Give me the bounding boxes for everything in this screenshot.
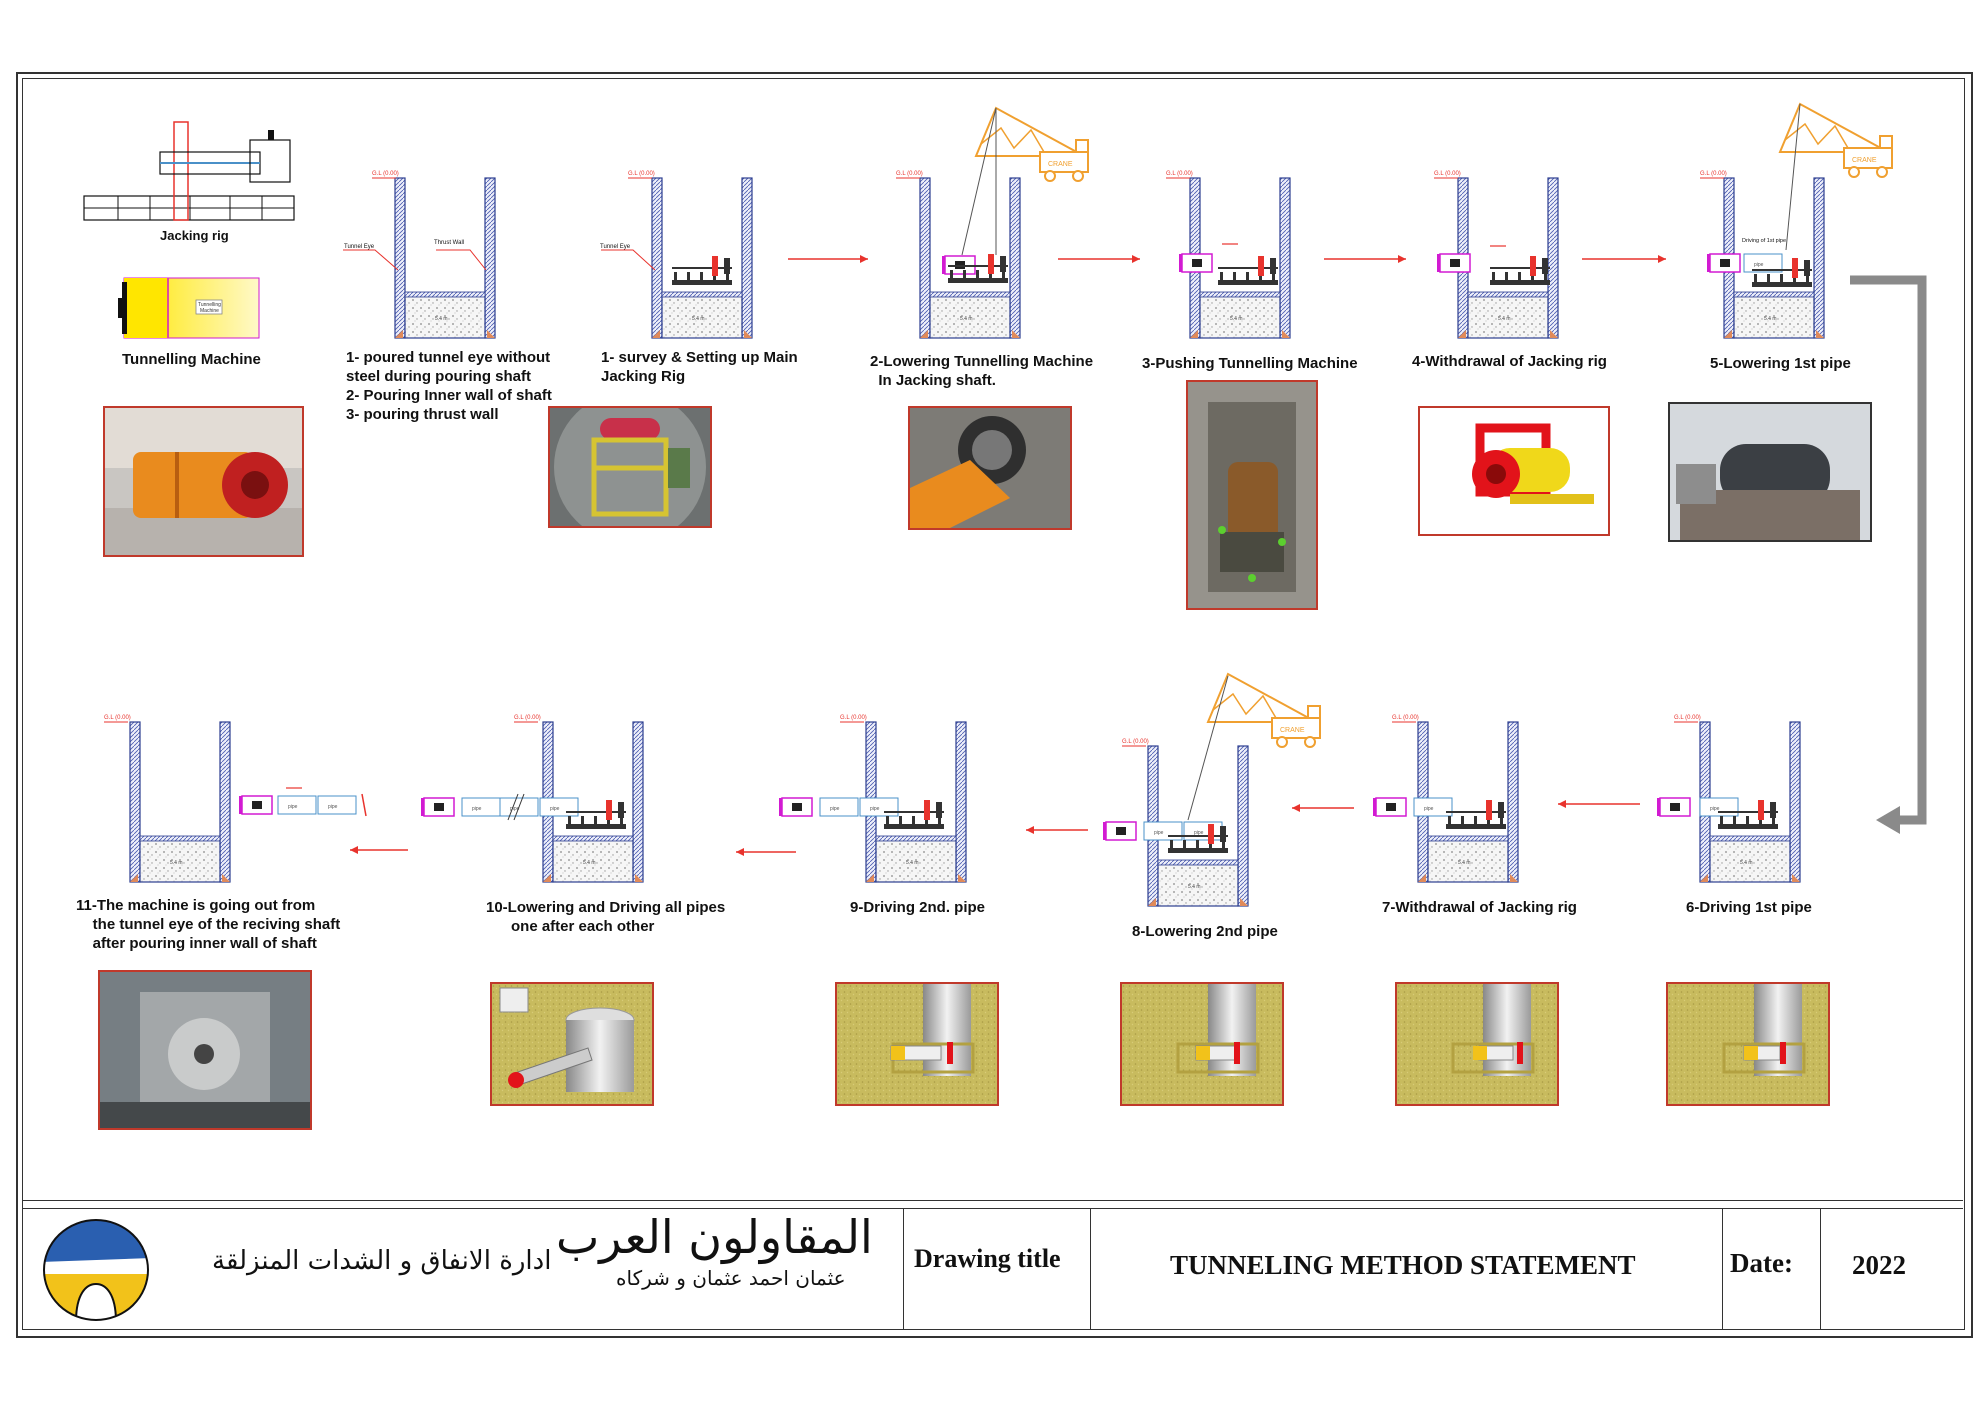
- photo-pushing-tbm: [1186, 380, 1318, 610]
- svg-text:Thrust Wall: Thrust Wall: [434, 240, 464, 246]
- photo-3d-step9: [835, 982, 999, 1106]
- title-block-top-rule: [22, 1200, 1963, 1201]
- photo-tunnelling-machine: [103, 406, 304, 557]
- step6-label: 6-Driving 1st pipe: [1686, 899, 1812, 916]
- photo-lowering-tbm: [908, 406, 1072, 530]
- title-block-top-rule-2: [22, 1208, 1963, 1209]
- photo-lowering-1st-pipe: [1668, 402, 1872, 542]
- photo-3d-all-pipes: [490, 982, 654, 1106]
- step5-label: 5-Lowering 1st pipe: [1710, 355, 1851, 372]
- drawing-title: TUNNELING METHOD STATEMENT: [1170, 1250, 1636, 1280]
- svg-text:Tunnel Eye: Tunnel Eye: [344, 244, 375, 250]
- photo-jacking-rig-shaft: [548, 406, 712, 528]
- svg-text:Tunnelling: Tunnelling: [198, 302, 221, 308]
- legend-tunnelling-machine-drawing: Tunnelling Machine: [118, 277, 260, 339]
- svg-text:Driving of 1st pipe: Driving of 1st pipe: [1742, 238, 1786, 244]
- svg-text:Tunnel Eye: Tunnel Eye: [600, 244, 631, 250]
- legend-jacking-rig-drawing: [83, 121, 295, 221]
- drawing-title-label: Drawing title: [914, 1244, 1061, 1273]
- step1-label: 1- survey & Setting up Main Jacking Rig: [601, 349, 798, 385]
- step8-crane: [1207, 673, 1321, 748]
- step0-label: 1- poured tunnel eye without steel durin…: [346, 349, 552, 423]
- step9-label: 9-Driving 2nd. pipe: [850, 899, 986, 916]
- photo-withdrawal-jacking-rig: [1418, 406, 1610, 536]
- step8-label: 8-Lowering 2nd pipe: [1132, 923, 1278, 940]
- drawing-border-inner: [22, 78, 1965, 1330]
- step0-annotations: Tunnel Eye Thrust Wall: [343, 240, 487, 271]
- step7-label: 7-Withdrawal of Jacking rig: [1382, 899, 1577, 916]
- step2-label: 2-Lowering Tunnelling Machine In Jacking…: [870, 353, 1094, 389]
- department-name-ar: ادارة الانفاق و الشدات المنزلقة: [212, 1246, 552, 1276]
- step3-label: 3-Pushing Tunnelling Machine: [1142, 355, 1358, 372]
- step10-label: 10-Lowering and Driving all pipes one af…: [486, 899, 726, 935]
- title-block-divider-3: [1722, 1208, 1723, 1330]
- title-block-divider-1: [903, 1208, 904, 1330]
- step2-crane: [975, 107, 1089, 182]
- legend-tunnelling-machine-label: Tunnelling Machine: [122, 351, 261, 368]
- step11-shaft: [129, 721, 231, 883]
- date-value: 2022: [1852, 1250, 1906, 1280]
- company-sub-ar: عثمان احمد عثمان و شركاه: [616, 1266, 846, 1290]
- photo-3d-step7: [1395, 982, 1559, 1106]
- photo-3d-step8: [1120, 982, 1284, 1106]
- title-block-divider-2: [1090, 1208, 1091, 1330]
- step4-label: 4-Withdrawal of Jacking rig: [1412, 353, 1607, 370]
- legend-jacking-rig-label: Jacking rig: [160, 228, 229, 243]
- date-label: Date:: [1730, 1248, 1793, 1278]
- company-name-ar: المقاولون العرب: [556, 1210, 873, 1264]
- photo-3d-step6: [1666, 982, 1830, 1106]
- svg-text:Machine: Machine: [200, 308, 219, 314]
- step0-shaft: [394, 177, 496, 339]
- title-block-divider-4: [1820, 1208, 1821, 1330]
- drawing-border-outer: [16, 72, 1973, 1338]
- step1-shaft: [651, 177, 753, 339]
- step11-label: 11-The machine is going out from the tun…: [76, 897, 341, 952]
- row-transition-arrow: [1850, 275, 1927, 834]
- photo-machine-exit: [98, 970, 312, 1130]
- company-logo: [42, 1218, 150, 1322]
